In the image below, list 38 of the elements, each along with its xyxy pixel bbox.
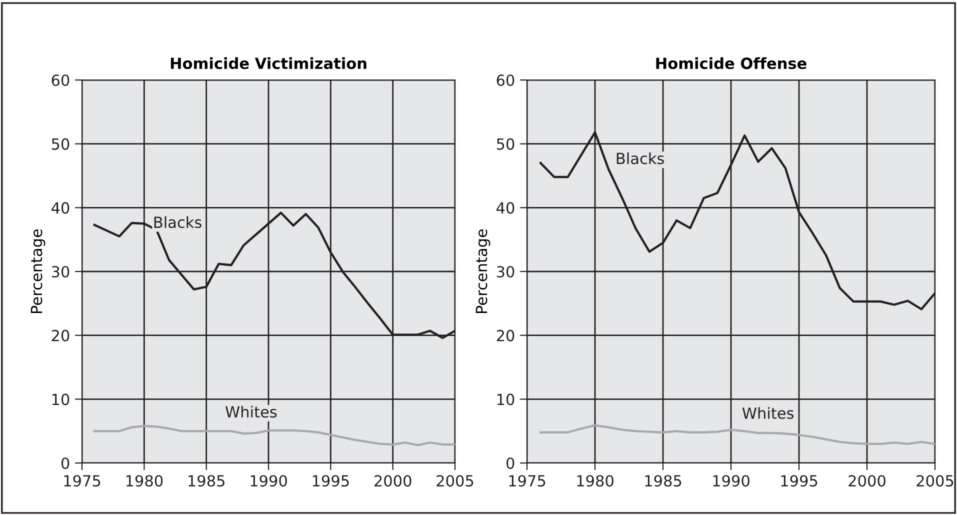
series-label: Blacks [154,216,202,228]
x-tick-label: 1995 [781,475,818,487]
y-tick-label: 20 [496,330,514,342]
x-tick-label: 2000 [848,475,886,487]
y-axis-title: Percentage [476,229,490,313]
y-tick-label: 10 [497,394,514,406]
x-tick-label: 1975 [64,475,100,487]
y-axis-title: Percentage [30,229,46,313]
x-tick-label: 1995 [312,475,349,487]
x-tick-label: 2000 [374,475,412,487]
y-tick-label: 60 [496,74,514,86]
x-tick-label: 1980 [126,475,163,487]
x-tick-label: 1990 [713,475,750,487]
series-label: Whites [742,407,794,419]
series-label: Whites [225,406,277,418]
x-tick-label: 1980 [577,475,614,487]
series-label: Blacks [616,152,664,164]
x-tick-label: 1985 [188,475,224,487]
y-tick-label: 40 [496,202,514,214]
y-tick-label: 0 [506,457,514,470]
chart-title: Homicide Offense [656,57,806,70]
y-tick-label: 60 [52,74,70,86]
y-tick-label: 0 [61,457,70,470]
chart-title: Homicide Victimization [170,57,366,70]
x-tick-label: 1975 [509,475,546,487]
y-tick-label: 30 [52,266,70,278]
y-tick-label: 50 [52,138,70,150]
x-tick-label: 2005 [916,475,954,487]
x-tick-label: 2005 [436,475,474,487]
x-tick-label: 1985 [645,475,682,487]
x-tick-label: 1990 [250,475,287,487]
y-tick-label: 40 [52,202,70,214]
line-series [539,424,935,445]
y-tick-label: 10 [52,394,70,406]
line-series [93,424,455,446]
y-tick-label: 30 [496,266,514,278]
y-tick-label: 20 [52,330,70,342]
y-tick-label: 50 [496,138,514,150]
